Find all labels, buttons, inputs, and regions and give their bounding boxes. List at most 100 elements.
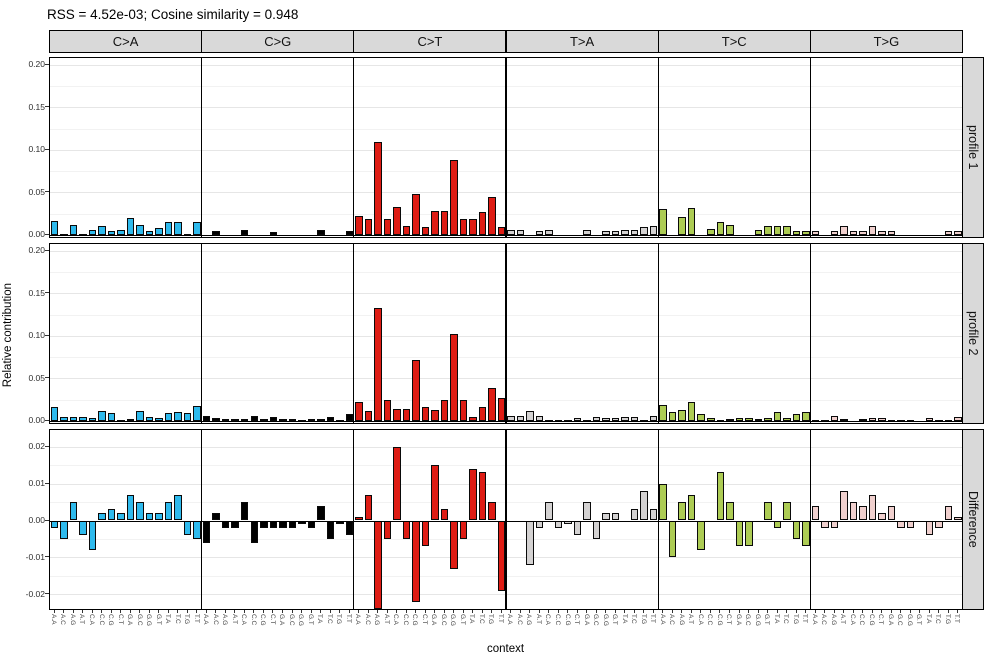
- bar: [469, 218, 477, 235]
- bar: [878, 230, 886, 235]
- bar: [849, 502, 858, 521]
- bar: [469, 468, 477, 521]
- minor-gridline: [810, 86, 962, 88]
- x-tick-label: A.A: [506, 614, 514, 625]
- bar: [440, 509, 449, 521]
- x-tick-label: T.T: [801, 614, 809, 624]
- x-tick-label: G.A: [582, 614, 590, 626]
- minor-gridline: [354, 213, 506, 215]
- y-tick-label: 0.20: [28, 245, 45, 256]
- major-gridline: [202, 335, 354, 337]
- panel: [353, 57, 507, 238]
- x-tick-mark: [72, 610, 74, 613]
- bar: [611, 418, 620, 421]
- bar: [668, 520, 677, 558]
- x-tick-label: C.A: [696, 614, 704, 625]
- bar: [687, 208, 696, 235]
- minor-gridline: [506, 314, 658, 316]
- bar: [678, 409, 686, 421]
- x-tick-mark: [728, 610, 730, 613]
- x-tick-label: C.C: [249, 614, 257, 626]
- bar: [288, 419, 297, 422]
- x-tick-label: G.T: [458, 614, 466, 625]
- x-tick-mark: [681, 610, 683, 613]
- bar: [69, 502, 78, 521]
- x-tick-label: T.C: [325, 614, 333, 624]
- major-gridline: [202, 192, 354, 194]
- major-gridline: [202, 594, 354, 596]
- bar: [317, 229, 325, 235]
- bar: [459, 400, 468, 421]
- bar: [497, 227, 506, 235]
- y-tick-mark: [45, 482, 49, 484]
- x-tick-label: T.C: [934, 614, 942, 624]
- bar: [269, 232, 278, 235]
- x-tick-label: A.A: [810, 614, 818, 625]
- bar: [649, 415, 658, 421]
- bar: [954, 417, 962, 421]
- major-gridline: [50, 335, 202, 337]
- x-tick-label: A.G: [677, 614, 685, 626]
- bar: [697, 413, 705, 421]
- minor-gridline: [50, 399, 202, 401]
- x-tick-mark: [272, 610, 274, 613]
- minor-gridline: [202, 538, 354, 540]
- bar: [478, 472, 487, 521]
- bar: [707, 418, 715, 421]
- bar: [592, 520, 601, 539]
- x-tick-label: T.G: [791, 614, 799, 625]
- x-tick-mark: [814, 610, 816, 613]
- minor-gridline: [810, 128, 962, 130]
- minor-gridline: [354, 502, 506, 504]
- x-tick-label: T.T: [192, 614, 200, 624]
- x-tick-mark: [928, 610, 930, 613]
- major-gridline: [506, 483, 658, 485]
- bar: [497, 520, 506, 591]
- x-tick-label: G.T: [915, 614, 923, 625]
- bar: [355, 402, 363, 421]
- facet-column-strip: C>A: [49, 30, 203, 53]
- x-tick-mark: [633, 610, 635, 613]
- major-gridline: [50, 250, 202, 252]
- x-tick-label: A.C: [668, 614, 676, 625]
- x-tick-mark: [900, 610, 902, 613]
- zero-line: [658, 420, 810, 422]
- bar: [174, 494, 182, 521]
- minor-gridline: [202, 399, 354, 401]
- bar: [202, 415, 211, 421]
- bar: [783, 418, 791, 421]
- bar: [221, 520, 230, 528]
- x-tick-label: C.A: [87, 614, 95, 625]
- major-gridline: [810, 446, 962, 448]
- bar: [374, 307, 382, 421]
- major-gridline: [658, 64, 810, 66]
- x-tick-mark: [852, 610, 854, 613]
- y-tick-label: 0.10: [28, 144, 45, 155]
- x-tick-mark: [129, 610, 131, 613]
- major-gridline: [50, 293, 202, 295]
- x-tick-mark: [386, 610, 388, 613]
- bar: [621, 229, 629, 235]
- bar: [868, 494, 877, 521]
- zero-line: [658, 520, 810, 522]
- x-tick-mark: [909, 610, 911, 613]
- minor-gridline: [658, 213, 810, 215]
- y-tick-label: 0.00: [28, 515, 45, 525]
- bar: [944, 505, 953, 521]
- major-gridline: [506, 557, 658, 559]
- x-tick-label: G.T: [154, 614, 162, 625]
- minor-gridline: [810, 502, 962, 504]
- zero-line: [354, 234, 506, 236]
- bar: [212, 418, 220, 421]
- major-gridline: [50, 149, 202, 151]
- x-tick-label: A.T: [382, 614, 390, 625]
- x-tick-mark: [310, 610, 312, 613]
- bar: [145, 513, 154, 521]
- major-gridline: [810, 250, 962, 252]
- bar: [935, 520, 943, 528]
- zero-line: [202, 420, 354, 422]
- bar: [212, 230, 220, 235]
- x-tick-label: C.T: [725, 614, 733, 625]
- major-gridline: [810, 192, 962, 194]
- x-tick-mark: [120, 610, 122, 613]
